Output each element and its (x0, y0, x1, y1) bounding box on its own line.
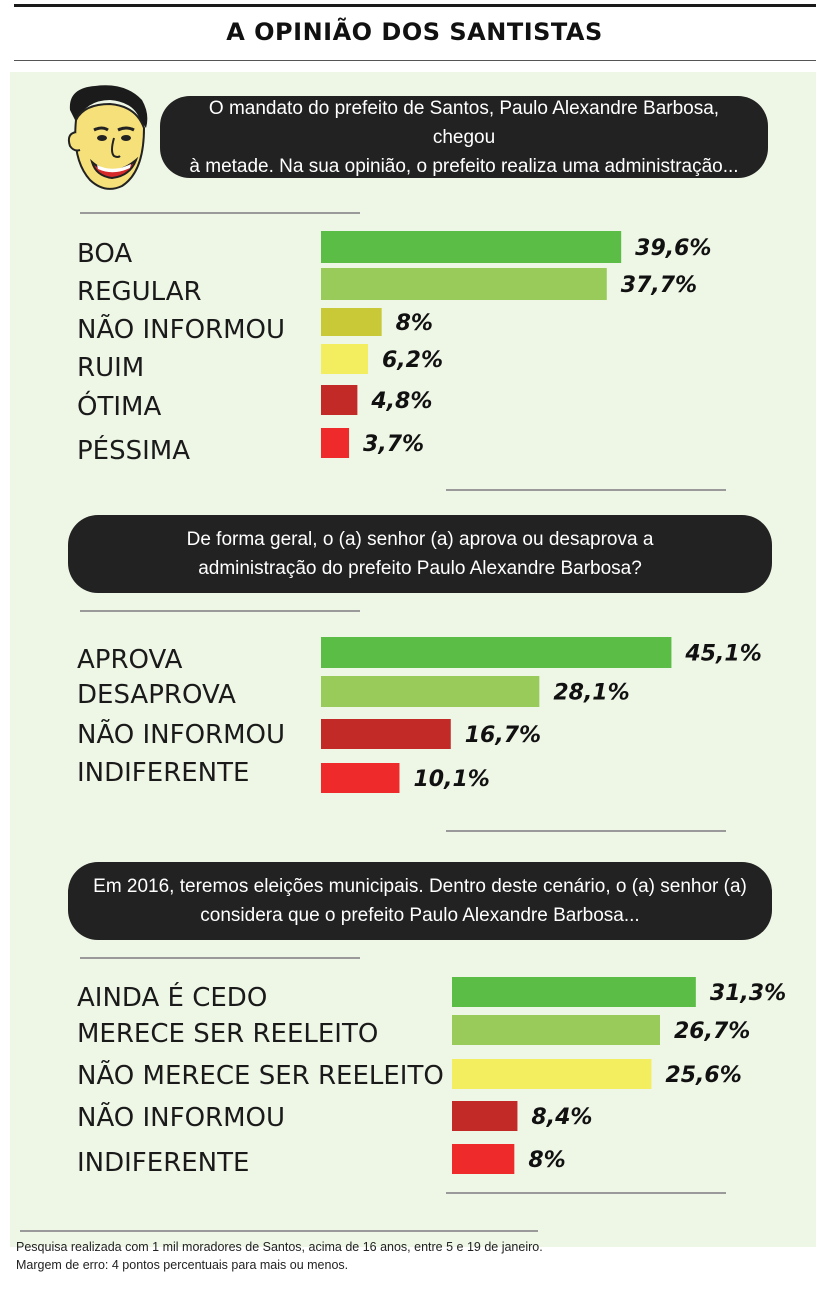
value-label-3-1: 31,3% (710, 981, 786, 1006)
divider-rule (446, 1192, 726, 1194)
category-label-1-2: REGULAR (77, 277, 202, 307)
question-3-line-1: Em 2016, teremos eleições municipais. De… (93, 876, 747, 897)
category-label-3-5: INDIFERENTE (77, 1148, 249, 1178)
question-3-line-2: considera que o prefeito Paulo Alexandre… (200, 905, 640, 926)
category-label-1-1: BOA (77, 239, 132, 269)
category-label-3-3: NÃO MERECE SER REELEITO (77, 1059, 444, 1091)
footnote-line-2: Margem de erro: 4 pontos percentuais par… (16, 1258, 349, 1272)
category-label-2-4: INDIFERENTE (77, 758, 249, 788)
category-label-3-2: MERECE SER REELEITO (77, 1019, 378, 1049)
value-label-1-3: 8% (396, 311, 433, 336)
bar-3-5 (452, 1144, 515, 1174)
footnote-line-1: Pesquisa realizada com 1 mil moradores d… (16, 1240, 543, 1254)
question-2-line-1: De forma geral, o (a) senhor (a) aprova … (186, 529, 654, 550)
category-label-1-6: PÉSSIMA (77, 434, 190, 466)
value-label-3-2: 26,7% (674, 1019, 750, 1044)
bar-2-2 (321, 676, 540, 707)
top-rule (14, 4, 816, 7)
divider-rule (446, 830, 726, 832)
value-label-2-4: 10,1% (413, 767, 489, 792)
bar-1-2 (321, 268, 607, 300)
bar-3-4 (452, 1101, 518, 1131)
value-label-3-4: 8,4% (531, 1105, 592, 1130)
question-bubble-3: Em 2016, teremos eleições municipais. De… (68, 862, 772, 940)
value-label-1-6: 3,7% (363, 432, 424, 457)
value-label-1-1: 39,6% (635, 236, 711, 261)
bar-3-1 (452, 977, 696, 1007)
bar-3-2 (452, 1015, 660, 1045)
bar-1-1 (321, 231, 622, 263)
category-label-2-2: DESAPROVA (77, 680, 236, 710)
question-bubble-1: O mandato do prefeito de Santos, Paulo A… (160, 96, 768, 178)
category-label-3-4: NÃO INFORMOU (77, 1101, 285, 1133)
value-label-1-2: 37,7% (621, 273, 697, 298)
category-label-1-3: NÃO INFORMOU (77, 313, 285, 345)
value-label-2-3: 16,7% (465, 723, 541, 748)
value-label-1-5: 4,8% (370, 389, 432, 414)
value-label-3-3: 25,6% (665, 1063, 741, 1088)
bar-3-3 (452, 1059, 652, 1089)
question-bubble-2: De forma geral, o (a) senhor (a) aprova … (68, 515, 772, 593)
bar-1-4 (321, 344, 368, 374)
bar-2-1 (321, 637, 672, 668)
bar-2-3 (321, 719, 451, 749)
footnote: Pesquisa realizada com 1 mil moradores d… (16, 1238, 543, 1274)
page-title: A OPINIÃO DOS SANTISTAS (226, 18, 603, 46)
category-label-2-1: APROVA (77, 645, 183, 675)
divider-rule (80, 212, 360, 214)
title-rule (14, 60, 816, 61)
bar-1-5 (321, 385, 358, 415)
footnote-rule (20, 1230, 538, 1232)
value-label-1-4: 6,2% (382, 348, 443, 373)
divider-rule (446, 489, 726, 491)
bar-1-6 (321, 428, 350, 458)
category-label-3-1: AINDA É CEDO (77, 981, 267, 1013)
divider-rule (80, 610, 360, 612)
value-label-3-5: 8% (528, 1148, 565, 1173)
question-1-line-2: à metade. Na sua opinião, o prefeito rea… (189, 155, 739, 177)
value-label-2-1: 45,1% (684, 642, 761, 667)
category-label-2-3: NÃO INFORMOU (77, 718, 285, 750)
divider-rule (80, 957, 360, 959)
mayor-caricature-illustration (67, 85, 148, 190)
question-2-line-2: administração do prefeito Paulo Alexandr… (198, 558, 642, 579)
category-label-1-4: RUIM (77, 353, 144, 383)
bar-1-3 (321, 308, 382, 336)
bar-2-4 (321, 763, 400, 793)
question-1-line-1: O mandato do prefeito de Santos, Paulo A… (208, 97, 720, 148)
value-label-2-2: 28,1% (553, 681, 629, 706)
category-label-1-5: ÓTIMA (77, 390, 161, 422)
